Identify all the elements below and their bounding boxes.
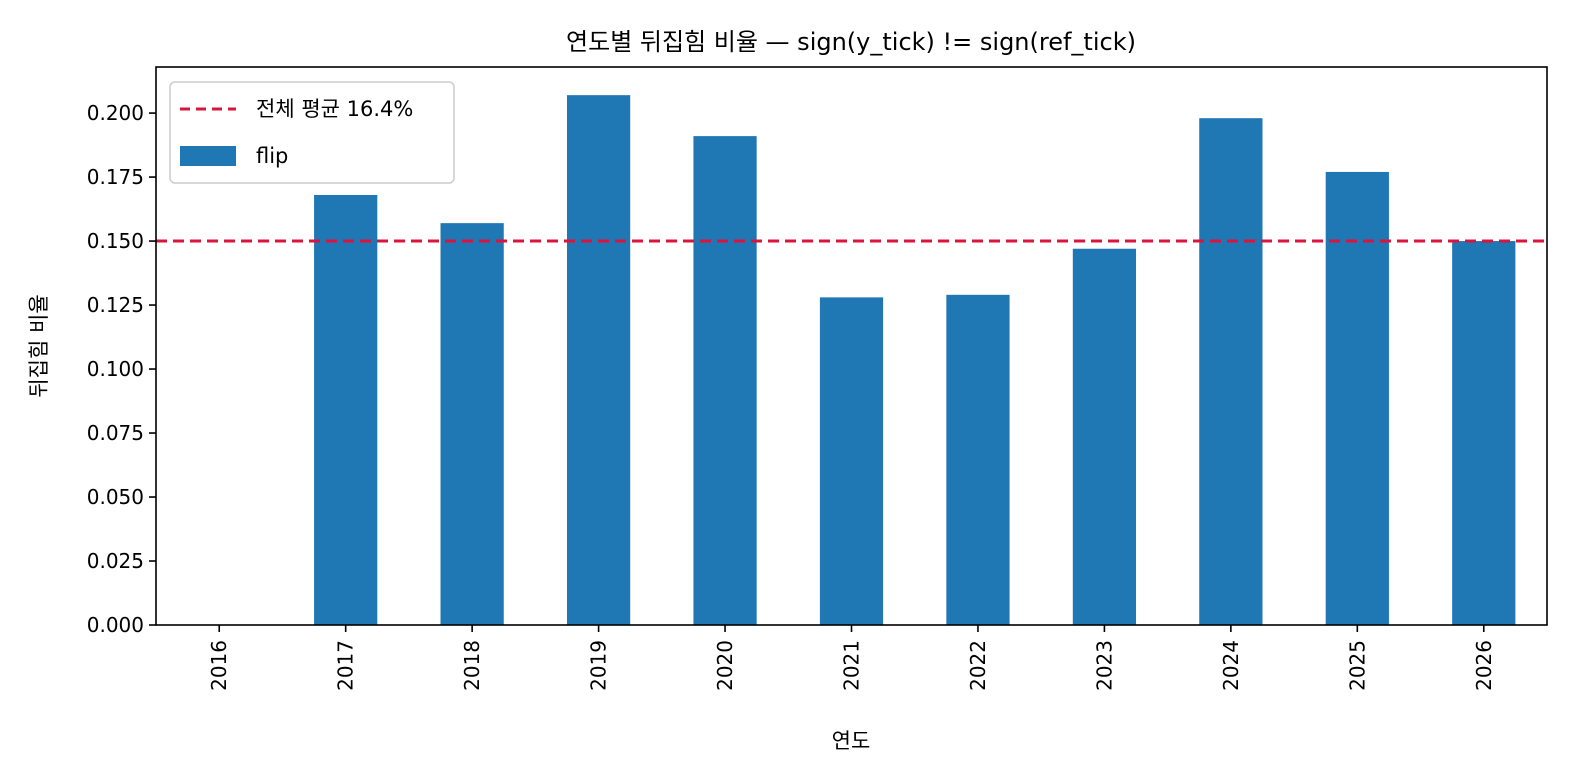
bar-2020	[693, 136, 757, 626]
legend: 전체 평균 16.4% flip	[169, 81, 455, 184]
y-tick-label: 0.175	[87, 165, 144, 189]
y-tick-label: 0.100	[87, 357, 144, 381]
y-tick-label: 0.050	[87, 485, 144, 509]
bar-2025	[1325, 171, 1389, 625]
y-tick-label: 0.075	[87, 421, 144, 445]
x-tick-label: 2024	[1219, 640, 1243, 691]
bar-2024	[1199, 118, 1263, 625]
plot-area	[155, 66, 1548, 626]
x-tick-label: 2026	[1472, 640, 1496, 691]
y-tick-label: 0.125	[87, 293, 144, 317]
y-axis-title: 뒤집힘 비율	[27, 294, 51, 397]
legend-frame	[169, 81, 455, 184]
x-axis-ticks: 2016 2017 2018 2019 2020 2021 2022 2023 2024 2025…	[207, 625, 1496, 691]
x-tick-label: 2021	[840, 640, 864, 691]
x-tick-label: 2025	[1345, 640, 1369, 691]
bar-2021	[819, 297, 884, 625]
legend-flip-label: flip	[256, 144, 288, 168]
bar-2018	[440, 223, 504, 625]
y-tick-label: 0.200	[87, 101, 144, 125]
y-tick-label: 0.150	[87, 229, 144, 253]
x-tick-label: 2016	[207, 640, 231, 691]
x-tick-label: 2018	[460, 640, 484, 691]
legend-reference-line-label: 전체 평균 16.4%	[256, 97, 413, 121]
x-axis-title: 연도	[832, 729, 871, 753]
x-tick-label: 2017	[334, 640, 358, 691]
x-tick-label: 2023	[1092, 640, 1116, 691]
bar-2017	[314, 194, 378, 626]
x-tick-label: 2019	[587, 640, 611, 691]
x-tick-label: 2020	[713, 640, 737, 691]
legend-flip-swatch	[180, 146, 236, 166]
y-axis-ticks: 0.000 0.025 0.050 0.075 0.100 0.125 0.150 0.175…	[87, 101, 156, 637]
chart-title: 연도별 뒤집힘 비율 — sign(y_tick) != sign(ref_ti…	[566, 28, 1136, 56]
y-tick-label: 0.025	[87, 549, 144, 573]
bar-2022	[946, 294, 1010, 625]
bar-2026	[1452, 241, 1516, 625]
bar-2023	[1072, 248, 1137, 626]
y-tick-label: 0.000	[87, 613, 144, 637]
bar-2019	[566, 95, 631, 625]
x-tick-label: 2022	[966, 640, 990, 691]
